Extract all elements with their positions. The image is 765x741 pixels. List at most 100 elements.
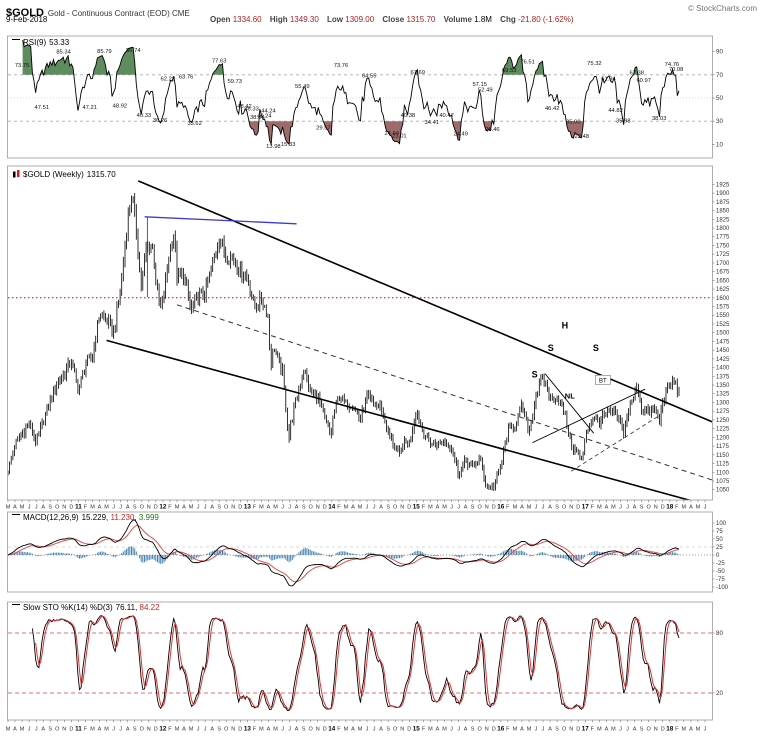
svg-text:60.97: 60.97 bbox=[636, 78, 651, 84]
svg-text:S: S bbox=[302, 505, 306, 511]
svg-text:15: 15 bbox=[413, 726, 421, 733]
svg-text:30: 30 bbox=[716, 118, 723, 125]
svg-text:A: A bbox=[464, 727, 468, 733]
svg-text:A: A bbox=[126, 727, 130, 733]
svg-text:M: M bbox=[259, 727, 264, 733]
quote-line: Open 1334.60 High 1349.30 Low 1309.00 Cl… bbox=[210, 15, 574, 24]
open-value: 1334.60 bbox=[232, 15, 262, 24]
svg-text:73.75: 73.75 bbox=[15, 63, 30, 69]
svg-text:M: M bbox=[597, 505, 602, 511]
svg-text:D: D bbox=[323, 505, 327, 511]
panel-border bbox=[7, 511, 713, 593]
lower-channel-line bbox=[106, 339, 692, 500]
svg-text:S: S bbox=[593, 343, 599, 353]
svg-text:1425: 1425 bbox=[716, 357, 730, 363]
svg-text:M: M bbox=[527, 505, 532, 511]
svg-text:D: D bbox=[492, 505, 496, 511]
svg-text:N: N bbox=[316, 505, 320, 511]
svg-text:70.08: 70.08 bbox=[669, 67, 684, 73]
neckline-line bbox=[532, 388, 646, 444]
svg-text:S: S bbox=[48, 727, 52, 733]
svg-text:S: S bbox=[640, 505, 644, 511]
svg-text:A: A bbox=[436, 505, 440, 511]
svg-text:36.26: 36.26 bbox=[153, 118, 168, 124]
rsi-legend-value: 53.33 bbox=[49, 38, 70, 47]
svg-text:J: J bbox=[373, 505, 376, 511]
svg-text:44.82: 44.82 bbox=[608, 108, 623, 114]
rsi-line bbox=[22, 39, 680, 146]
svg-text:J: J bbox=[542, 727, 545, 733]
svg-text:A: A bbox=[520, 727, 524, 733]
svg-text:N: N bbox=[62, 505, 66, 511]
svg-text:S: S bbox=[532, 369, 538, 379]
svg-text:N: N bbox=[147, 727, 151, 733]
svg-text:O: O bbox=[224, 505, 229, 511]
svg-text:18: 18 bbox=[666, 726, 674, 733]
svg-text:S: S bbox=[386, 505, 390, 511]
svg-text:J: J bbox=[204, 505, 207, 511]
svg-text:F: F bbox=[168, 727, 172, 733]
svg-text:J: J bbox=[112, 505, 115, 511]
svg-text:M: M bbox=[104, 727, 109, 733]
svg-text:O: O bbox=[140, 505, 145, 511]
svg-text:1850: 1850 bbox=[716, 209, 730, 215]
svg-text:A: A bbox=[436, 727, 440, 733]
svg-text:F: F bbox=[422, 727, 426, 733]
svg-text:M: M bbox=[527, 727, 532, 733]
svg-text:S: S bbox=[555, 727, 559, 733]
svg-text:M: M bbox=[20, 727, 25, 733]
svg-text:62.22: 62.22 bbox=[161, 76, 176, 82]
svg-text:F: F bbox=[168, 505, 172, 511]
svg-text:1550: 1550 bbox=[716, 313, 730, 319]
close-label: Close bbox=[382, 15, 405, 24]
low-value: 1309.00 bbox=[345, 15, 375, 24]
svg-text:52.49: 52.49 bbox=[478, 88, 493, 94]
svg-text:A: A bbox=[689, 505, 693, 511]
copyright: © StockCharts.com bbox=[687, 4, 757, 13]
rsi-line-icon bbox=[12, 39, 20, 43]
svg-text:N: N bbox=[62, 727, 66, 733]
svg-text:1800: 1800 bbox=[716, 226, 730, 232]
svg-text:-50: -50 bbox=[716, 569, 725, 575]
svg-text:F: F bbox=[591, 727, 595, 733]
svg-text:O: O bbox=[309, 727, 314, 733]
svg-text:A: A bbox=[13, 505, 17, 511]
svg-text:M: M bbox=[259, 505, 264, 511]
svg-text:13: 13 bbox=[244, 726, 252, 733]
svg-text:N: N bbox=[231, 727, 235, 733]
svg-text:85.34: 85.34 bbox=[56, 50, 71, 56]
svg-text:1450: 1450 bbox=[716, 348, 730, 354]
volume-value: 1.8M bbox=[474, 15, 492, 24]
svg-text:M: M bbox=[175, 727, 180, 733]
svg-text:74.76: 74.76 bbox=[665, 62, 680, 68]
svg-text:24.49: 24.49 bbox=[453, 132, 468, 138]
svg-text:S: S bbox=[133, 727, 137, 733]
svg-text:S: S bbox=[217, 505, 221, 511]
svg-text:J: J bbox=[119, 505, 122, 511]
svg-text:A: A bbox=[295, 505, 299, 511]
svg-text:48.92: 48.92 bbox=[113, 103, 128, 109]
svg-text:D: D bbox=[238, 727, 242, 733]
svg-text:J: J bbox=[373, 727, 376, 733]
svg-text:S: S bbox=[386, 727, 390, 733]
svg-text:D: D bbox=[154, 727, 158, 733]
svg-text:J: J bbox=[619, 505, 622, 511]
macd-legend-label: MACD(12,26,9) bbox=[23, 513, 79, 522]
svg-text:77.63: 77.63 bbox=[212, 58, 227, 64]
svg-text:S: S bbox=[217, 727, 221, 733]
svg-text:-75: -75 bbox=[716, 577, 725, 583]
svg-text:M: M bbox=[189, 505, 194, 511]
svg-text:63.76: 63.76 bbox=[179, 75, 194, 81]
rsi-legend-label: RSI(9) bbox=[23, 38, 47, 47]
svg-text:M: M bbox=[104, 505, 109, 511]
svg-text:A: A bbox=[41, 727, 45, 733]
svg-text:O: O bbox=[309, 505, 314, 511]
price-legend-label: $GOLD (Weekly) bbox=[23, 170, 84, 179]
svg-text:M: M bbox=[513, 505, 518, 511]
price-legend-value: 1315.70 bbox=[86, 170, 116, 179]
svg-text:67.38: 67.38 bbox=[629, 70, 644, 76]
svg-text:H: H bbox=[562, 321, 569, 331]
svg-text:1075: 1075 bbox=[716, 479, 730, 485]
bt-label-box bbox=[595, 374, 611, 385]
svg-text:N: N bbox=[485, 505, 489, 511]
